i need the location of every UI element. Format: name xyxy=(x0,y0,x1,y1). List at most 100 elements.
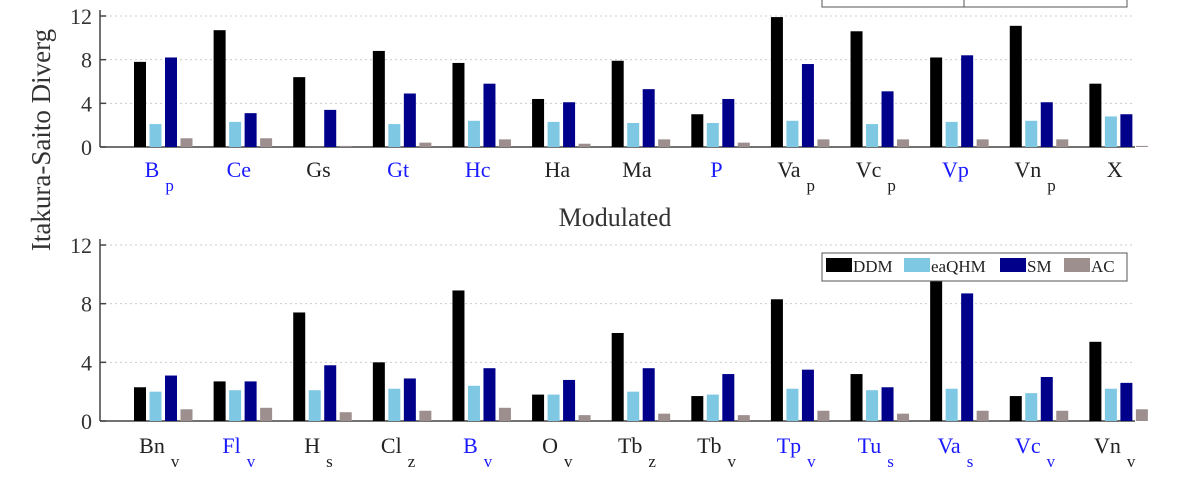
bar-ddm xyxy=(372,362,385,421)
bar-eaqhm xyxy=(706,122,719,147)
bar-ddm xyxy=(452,62,465,147)
x-category-label: Vnp xyxy=(1014,157,1055,195)
bar-sm xyxy=(165,57,177,147)
bar-ac xyxy=(1056,139,1069,147)
bar-eaqhm xyxy=(547,121,560,147)
bar-ac xyxy=(419,142,432,147)
bar-ddm xyxy=(850,374,863,421)
x-category-label: Bnv xyxy=(139,433,180,471)
bar-ddm xyxy=(770,299,783,421)
bar-eaqhm xyxy=(229,121,242,147)
bar-sm xyxy=(1040,102,1053,147)
bar-eaqhm xyxy=(467,385,480,421)
y-tick-label: 0 xyxy=(81,135,92,160)
legend-swatch-eaqhm xyxy=(904,258,930,272)
bar-ac xyxy=(578,143,591,147)
bar-eaqhm xyxy=(229,390,242,421)
bar-ac xyxy=(976,410,989,421)
y-tick-label: 12 xyxy=(70,4,92,29)
bar-sm xyxy=(961,293,974,421)
bar-ac xyxy=(339,412,352,421)
y-axis-label: Itakura-Saito Diverg xyxy=(26,29,56,251)
x-category-label: Ma xyxy=(622,157,652,182)
bar-ac xyxy=(658,139,671,147)
x-category-label: Gs xyxy=(306,157,330,182)
bar-eaqhm xyxy=(1025,120,1038,147)
bar-ddm xyxy=(293,312,306,421)
legend-swatch-ac xyxy=(1064,258,1090,272)
x-category-label: Ov xyxy=(542,433,573,471)
x-category-label: Tus xyxy=(858,433,894,471)
y-tick-label: 4 xyxy=(81,91,92,116)
bar-ac xyxy=(817,410,830,421)
x-category-label: X xyxy=(1107,157,1123,182)
bar-ac xyxy=(976,139,989,147)
bar-eaqhm xyxy=(1025,393,1038,421)
bar-ddm xyxy=(134,61,146,147)
bar-ddm xyxy=(134,387,146,421)
bar-ac xyxy=(339,145,352,147)
bar-eaqhm xyxy=(627,122,640,147)
bar-sm xyxy=(881,91,894,147)
bar-sm xyxy=(244,113,257,147)
bar-sm xyxy=(722,374,735,421)
x-category-label: Vp xyxy=(942,157,969,182)
bar-sm xyxy=(642,89,655,147)
bar-ac xyxy=(1135,145,1148,147)
bar-eaqhm xyxy=(467,120,480,147)
x-category-label: Vas xyxy=(937,433,973,471)
y-tick-label: 0 xyxy=(81,409,92,434)
bar-ac xyxy=(737,415,750,421)
bar-ddm xyxy=(372,50,385,147)
x-category-label: Hc xyxy=(465,157,491,182)
bar-sm xyxy=(801,369,814,421)
legend-label: DDM xyxy=(853,257,893,276)
bar-sm xyxy=(483,83,496,147)
x-category-label: Gt xyxy=(387,157,409,182)
bar-eaqhm xyxy=(388,388,401,421)
bar-sm xyxy=(563,379,576,421)
bottom-panel-title: Modulated xyxy=(559,203,672,232)
x-category-label: Vcp xyxy=(856,157,896,195)
x-category-label: Vap xyxy=(777,157,815,195)
bar-sm xyxy=(1120,114,1133,147)
bar-sm xyxy=(563,102,576,147)
bottom-panel: 0 4 8 12 Bnv Flv Hs Clz Bv Ov Tbz Tbv Tpv Tus Vas Vcv Vn… xyxy=(70,233,1148,471)
y-tick-label: 8 xyxy=(81,292,92,317)
bar-ddm xyxy=(850,31,863,147)
y-tick-label: 4 xyxy=(81,350,92,375)
bar-eaqhm xyxy=(308,390,321,421)
bar-ddm xyxy=(1009,396,1022,421)
bar-ddm xyxy=(770,17,783,147)
legend-swatch-sm xyxy=(1000,258,1026,272)
bar-ddm xyxy=(293,77,306,147)
y-tick-label: 12 xyxy=(70,233,92,258)
bar-ac xyxy=(658,413,671,421)
bar-ddm xyxy=(452,290,465,421)
legend-swatch-ddm xyxy=(826,258,852,272)
bar-ddm xyxy=(1089,341,1102,421)
bar-sm xyxy=(403,378,416,421)
top-panel: 0 4 8 12 Bp Ce Gs Gt Hc Ha Ma P Vap Vcp Vp Vnp X xyxy=(70,0,1148,195)
bar-eaqhm xyxy=(1104,388,1117,421)
bar-eaqhm xyxy=(945,388,958,421)
bar-eaqhm xyxy=(945,121,958,147)
bar-ddm xyxy=(532,98,545,147)
bar-sm xyxy=(1040,377,1053,421)
y-tick-label: 8 xyxy=(81,48,92,73)
bar-ac xyxy=(498,407,511,421)
x-category-label: Clz xyxy=(381,433,416,471)
bar-ddm xyxy=(1009,25,1022,148)
x-category-label: Vnv xyxy=(1094,433,1136,471)
bar-ac xyxy=(180,138,193,147)
bar-ac xyxy=(897,413,910,421)
x-category-label: Bp xyxy=(145,157,174,195)
bar-eaqhm xyxy=(706,394,719,421)
x-category-label: Bv xyxy=(463,433,493,471)
bar-ac xyxy=(180,409,193,421)
legend-label: SM xyxy=(1027,257,1052,276)
bar-ddm xyxy=(532,394,545,421)
bar-ddm xyxy=(213,30,226,147)
bar-sm xyxy=(722,98,735,147)
